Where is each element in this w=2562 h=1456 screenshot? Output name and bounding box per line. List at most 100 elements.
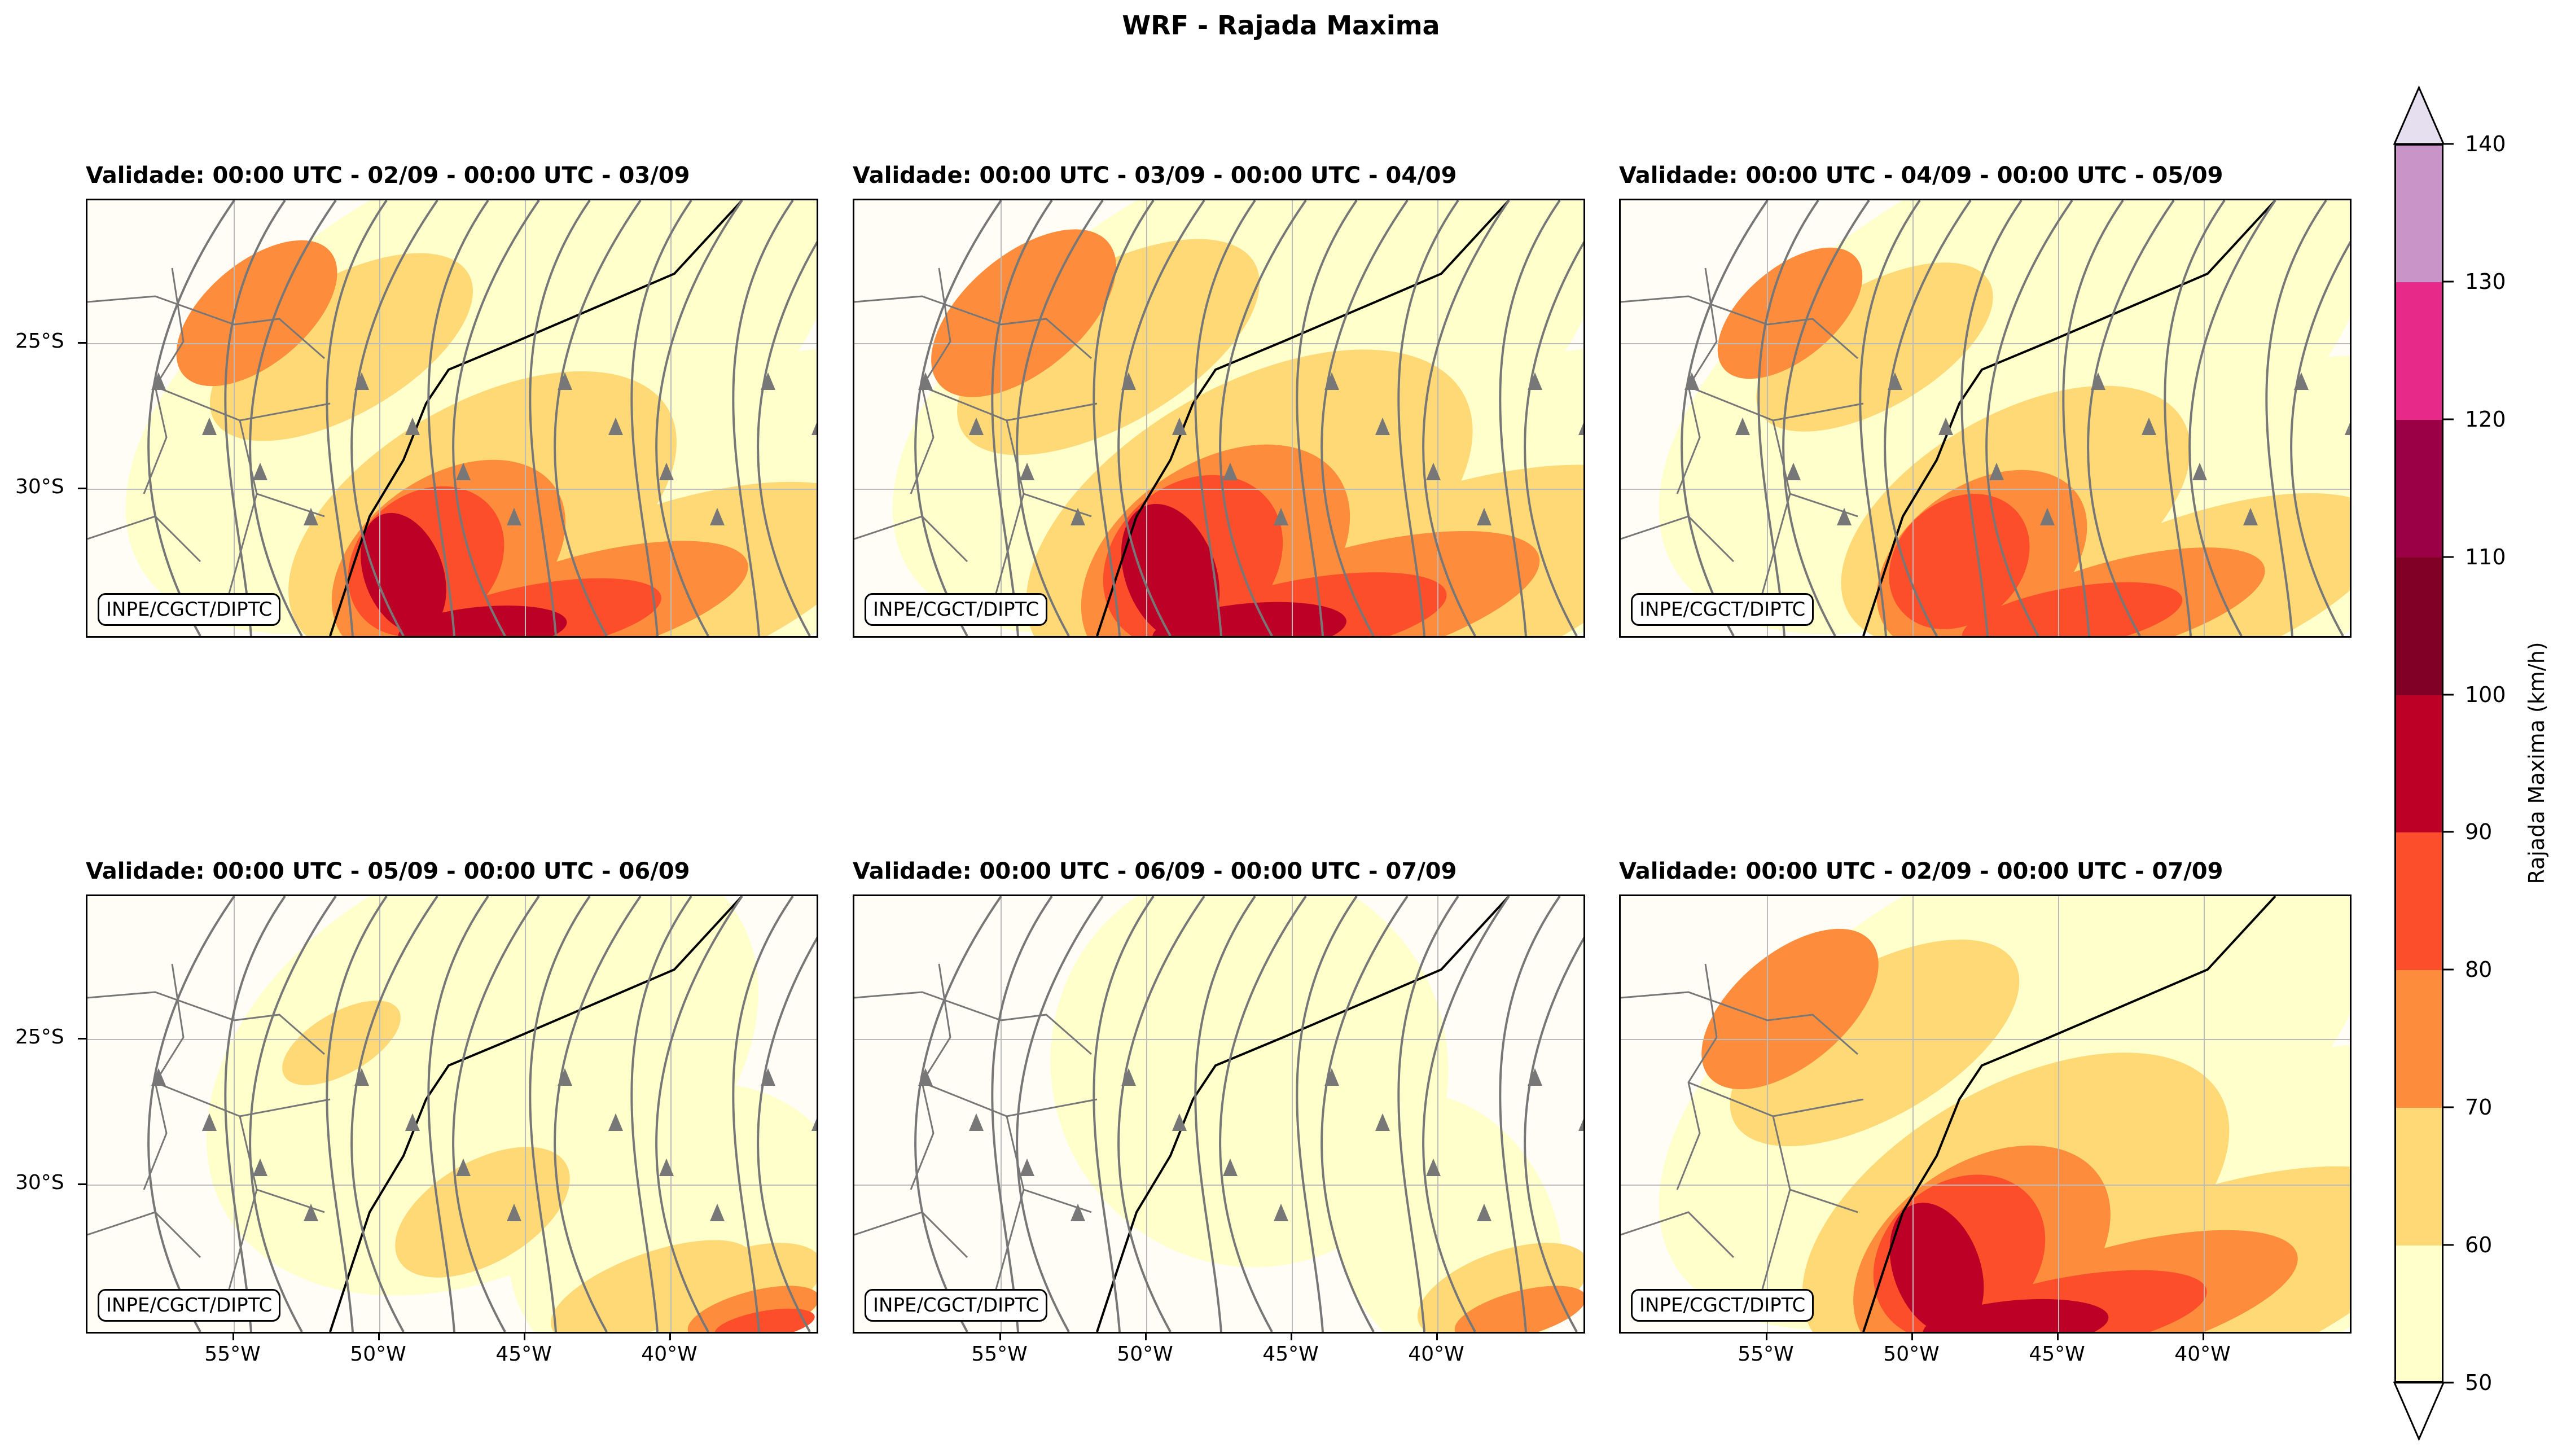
gust-field xyxy=(854,200,1583,636)
colorbar-tick xyxy=(2443,280,2454,283)
lon-label: 55°W xyxy=(1738,1343,1794,1366)
lon-tick xyxy=(999,1332,1001,1340)
panel-title: Validade: 00:00 UTC - 05/09 - 00:00 UTC … xyxy=(86,858,690,884)
lon-label: 50°W xyxy=(1883,1343,1940,1366)
colorbar-tick xyxy=(2443,556,2454,558)
lon-tick xyxy=(1145,1332,1147,1340)
wind-streamlines xyxy=(147,896,817,1332)
colorbar-tick xyxy=(2443,968,2454,971)
panel-title: Validade: 00:00 UTC - 02/09 - 00:00 UTC … xyxy=(86,163,690,188)
credit-label: INPE/CGCT/DIPTC xyxy=(865,1289,1048,1322)
colorbar-bin xyxy=(2394,1107,2443,1246)
lon-tick xyxy=(2203,1332,2204,1340)
gust-map: INPE/CGCT/DIPTC xyxy=(1619,894,2352,1334)
colorbar-tick-label: 90 xyxy=(2465,819,2493,845)
lon-label: 55°W xyxy=(204,1343,261,1366)
lat-label: 25°S xyxy=(15,330,64,353)
colorbar-tick-label: 120 xyxy=(2465,406,2506,432)
lat-tick xyxy=(78,488,86,489)
colorbar-tick xyxy=(2443,143,2454,145)
gust-field xyxy=(87,896,817,1332)
colorbar-bin xyxy=(2394,1245,2443,1383)
coastline xyxy=(1096,200,1510,636)
colorbar-bin xyxy=(2394,281,2443,420)
colorbar-tick-label: 50 xyxy=(2465,1370,2493,1395)
lon-label: 55°W xyxy=(971,1343,1028,1366)
coastline xyxy=(329,200,743,636)
colorbar-tick-label: 100 xyxy=(2465,682,2506,707)
lat-label: 25°S xyxy=(15,1025,64,1049)
colorbar-over-extension xyxy=(2393,85,2445,145)
map-panel: Validade: 00:00 UTC - 06/09 - 00:00 UTC … xyxy=(853,858,1585,1366)
lat-label: 30°S xyxy=(15,1171,64,1194)
gust-map: INPE/CGCT/DIPTC xyxy=(853,199,1585,638)
coastline xyxy=(1096,896,1510,1332)
lon-tick xyxy=(232,1332,234,1340)
lon-tick xyxy=(378,1332,380,1340)
coastline xyxy=(1862,200,2276,636)
gust-field xyxy=(854,896,1583,1332)
lon-tick xyxy=(1911,1332,1913,1340)
lon-label: 45°W xyxy=(2029,1343,2085,1366)
wind-streamlines xyxy=(147,200,817,636)
lon-tick xyxy=(524,1332,525,1340)
gust-field xyxy=(1621,896,2350,1332)
lon-label: 45°W xyxy=(495,1343,552,1366)
colorbar-tick-label: 140 xyxy=(2465,131,2506,156)
wind-streamlines xyxy=(1681,200,2350,636)
colorbar-tick xyxy=(2443,1106,2454,1108)
panel-title: Validade: 00:00 UTC - 04/09 - 00:00 UTC … xyxy=(1619,163,2223,188)
colorbar-bin xyxy=(2394,556,2443,695)
lon-tick xyxy=(2057,1332,2059,1340)
credit-label: INPE/CGCT/DIPTC xyxy=(1631,1289,1814,1322)
lon-label: 50°W xyxy=(350,1343,406,1366)
colorbar-bin xyxy=(2394,832,2443,971)
colorbar-tick-label: 70 xyxy=(2465,1095,2493,1120)
gust-field xyxy=(87,200,817,636)
lon-tick xyxy=(1436,1332,1438,1340)
colorbar-tick-label: 80 xyxy=(2465,957,2493,983)
gust-map: INPE/CGCT/DIPTC xyxy=(853,894,1585,1334)
wind-streamlines xyxy=(914,200,1583,636)
colorbar-tick-label: 60 xyxy=(2465,1233,2493,1258)
map-panel: Validade: 00:00 UTC - 05/09 - 00:00 UTC … xyxy=(15,858,818,1366)
lat-tick xyxy=(78,1038,86,1040)
gust-field xyxy=(1621,200,2350,636)
colorbar-tick-label: 130 xyxy=(2465,269,2506,294)
lon-label: 40°W xyxy=(2174,1343,2231,1366)
map-panel: Validade: 00:00 UTC - 02/09 - 00:00 UTC … xyxy=(1619,858,2352,1366)
credit-label: INPE/CGCT/DIPTC xyxy=(1631,593,1814,626)
colorbar-bin xyxy=(2394,970,2443,1108)
panel-title: Validade: 00:00 UTC - 02/09 - 00:00 UTC … xyxy=(1619,858,2223,884)
lon-label: 40°W xyxy=(1408,1343,1464,1366)
gust-map: INPE/CGCT/DIPTC xyxy=(1619,199,2352,638)
colorbar-tick xyxy=(2443,1382,2454,1384)
credit-label: INPE/CGCT/DIPTC xyxy=(98,1289,281,1322)
coastline xyxy=(329,896,743,1332)
lon-label: 40°W xyxy=(641,1343,697,1366)
colorbar: 50 60 70 80 90 100 110 120 130 140 xyxy=(2393,85,2506,1441)
colorbar-tick-label: 110 xyxy=(2465,544,2506,569)
colorbar-bin xyxy=(2394,419,2443,558)
colorbar-bin xyxy=(2394,144,2443,282)
map-panel: Validade: 00:00 UTC - 04/09 - 00:00 UTC … xyxy=(1619,163,2352,638)
credit-label: INPE/CGCT/DIPTC xyxy=(865,593,1048,626)
panel-title: Validade: 00:00 UTC - 03/09 - 00:00 UTC … xyxy=(853,163,1457,188)
lat-label: 30°S xyxy=(15,475,64,498)
lat-tick xyxy=(78,342,86,344)
panel-title: Validade: 00:00 UTC - 06/09 - 00:00 UTC … xyxy=(853,858,1457,884)
colorbar-bin xyxy=(2394,694,2443,833)
colorbar-tick xyxy=(2443,418,2454,420)
figure-title: WRF - Rajada Maxima xyxy=(1122,10,1440,41)
map-panel: Validade: 00:00 UTC - 02/09 - 00:00 UTC … xyxy=(15,163,818,638)
lon-label: 50°W xyxy=(1117,1343,1173,1366)
lon-tick xyxy=(1766,1332,1767,1340)
map-panel: Validade: 00:00 UTC - 03/09 - 00:00 UTC … xyxy=(853,163,1585,638)
coastline xyxy=(1862,896,2276,1332)
colorbar-under-extension xyxy=(2393,1382,2445,1441)
colorbar-label: Rajada Maxima (km/h) xyxy=(2524,642,2549,884)
gust-map: INPE/CGCT/DIPTC xyxy=(86,894,818,1334)
credit-label: INPE/CGCT/DIPTC xyxy=(98,593,281,626)
gust-map: INPE/CGCT/DIPTC xyxy=(86,199,818,638)
colorbar-tick xyxy=(2443,831,2454,833)
